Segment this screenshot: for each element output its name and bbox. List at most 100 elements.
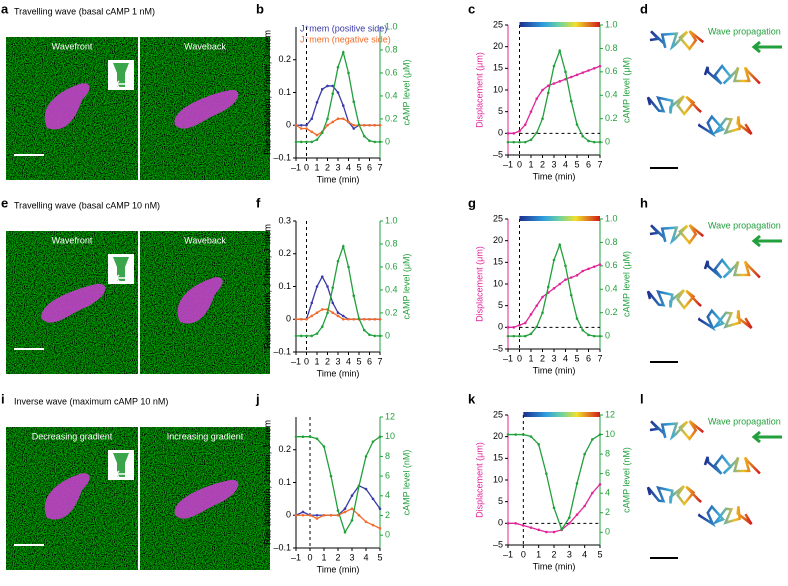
data-point [315,513,319,517]
inset-gradient [113,63,129,87]
y2-tick-label: 8 [385,451,390,461]
panel-letter: l [640,391,644,406]
inset-arrow [114,274,126,282]
wave-label: Wave propagation [708,26,781,36]
y2-tick-label: 0.6 [385,261,398,271]
x-tick-label: 2 [335,552,340,562]
data-point [364,520,368,524]
cell-trajectory [697,114,753,138]
data-point [320,87,324,91]
data-point [310,130,314,134]
data-point [587,267,590,271]
cell [174,479,239,519]
data-point [368,317,371,321]
panel-letter: j [255,391,260,406]
data-point [581,328,585,332]
data-point [506,522,510,525]
data-point [514,433,517,436]
y2-tick-label: 0.8 [385,44,398,54]
data-point [581,269,585,273]
data-point [329,513,333,517]
data-point [522,433,525,436]
data-point [546,91,550,95]
inset-arrow [114,80,126,88]
data-point [315,437,319,440]
x-tick-label: 3 [335,356,340,366]
y-tick-label: 0.3 [278,215,291,225]
data-point [558,282,562,286]
data-point [552,258,556,262]
data-point [341,104,345,107]
data-point [552,82,556,85]
x-tick-label: 5 [377,552,382,562]
data-point [518,140,521,144]
data-point [506,132,510,135]
y-axis-label: Displacement (μm) [474,52,484,128]
data-point [326,311,329,315]
x-tick-label: 0 [517,353,522,363]
data-point [558,80,562,83]
image-caption: Wavefront [52,41,93,51]
data-point [529,526,533,529]
data-point [546,84,550,87]
data-point [371,497,375,501]
y2-tick-label: 0 [605,330,610,340]
y2-tick-label: 10 [385,431,395,441]
y2-tick-label: 0.6 [385,67,398,77]
y-tick-label: 0.1 [278,281,291,291]
data-point [373,317,377,321]
data-point [352,294,356,297]
data-point [535,325,539,329]
data-point [587,139,590,143]
data-point [598,64,602,68]
data-point [336,314,340,318]
y2-tick-label: 0.8 [605,43,618,53]
y-tick-label: 5 [498,106,503,116]
image-caption: Wavefront [52,235,93,245]
y-tick-label: 0 [498,128,503,138]
data-point [529,138,533,142]
panel-letter: k [468,391,476,406]
image-caption: Increasing gradient [167,431,244,441]
y2-tick-label: 0.4 [385,284,398,294]
data-point [368,123,371,127]
data-point [347,71,350,75]
y-tick-label: 15 [493,257,503,267]
data-point [523,123,527,126]
cell [44,473,90,520]
x-tick-label: –1 [291,162,301,172]
data-point [357,123,361,126]
data-point [569,276,573,279]
x-tick-label: –1 [291,356,301,366]
data-point [331,92,335,95]
x-tick-label: 4 [363,552,368,562]
series-line [296,244,380,337]
data-point [310,301,314,305]
data-point [320,308,324,311]
y-tick-label: 10 [493,84,503,94]
x-tick-label: 6 [367,162,372,172]
y2-tick-label: 12 [385,411,395,421]
data-point [378,317,382,321]
wave-arrow [751,40,782,54]
y-tick-label: 10 [493,278,503,288]
data-point [336,311,340,315]
y-tick-label: –0.1 [273,152,291,162]
data-point [331,301,335,305]
inset-gradient [113,257,129,281]
y2-tick-label: 0.6 [605,260,618,270]
image-caption: Waveback [184,41,226,51]
data-point [545,472,548,475]
y2-tick-label: 0 [605,527,610,537]
x-tick-label: 1 [314,356,319,366]
series-line [508,65,601,134]
x-tick-label: 0 [517,159,522,169]
x-tick-label: 0 [521,549,526,559]
data-point [336,509,340,512]
y-tick-label: 0.2 [278,54,291,64]
data-point [301,513,305,517]
x-axis-label: Time (min) [533,171,576,181]
x-axis-label: Time (min) [317,174,360,184]
data-point [294,334,298,338]
